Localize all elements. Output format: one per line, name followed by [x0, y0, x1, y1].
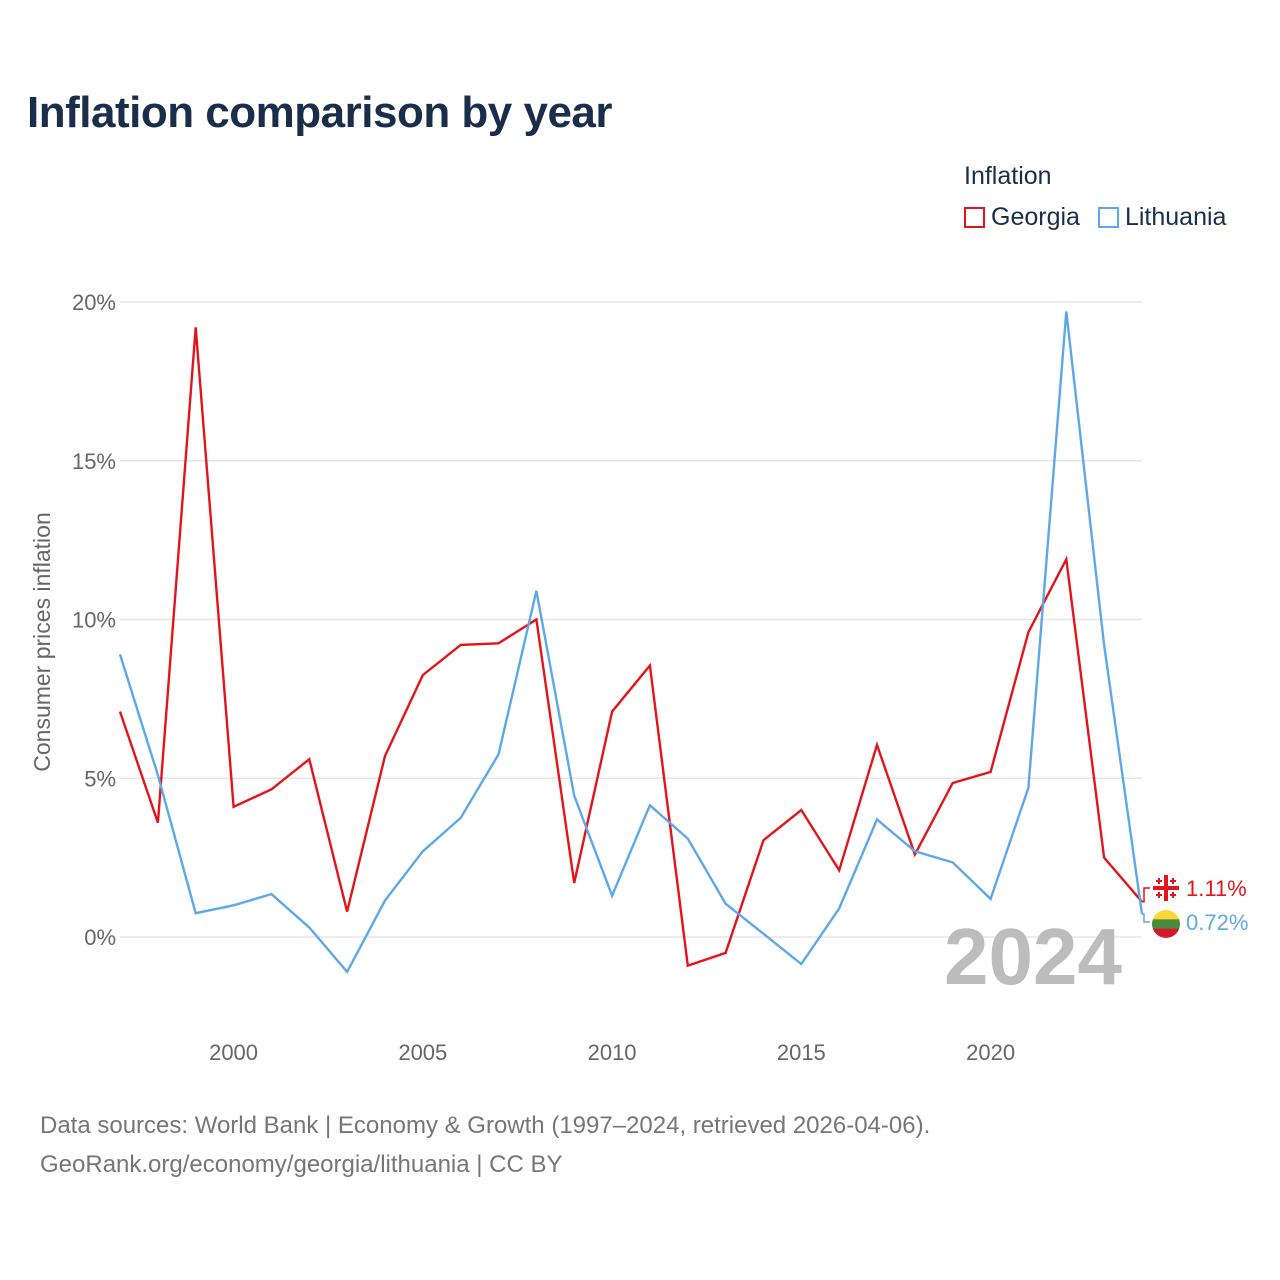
data-point-lithuania[interactable]	[798, 961, 804, 967]
data-point-georgia[interactable]	[193, 324, 199, 330]
series-line-georgia[interactable]	[118, 327, 1143, 968]
y-tick-labels: 0% 5% 10% 15% 20%	[72, 290, 116, 950]
x-tick-label: 2010	[588, 1040, 637, 1065]
data-point-lithuania[interactable]	[874, 817, 880, 823]
data-point-georgia[interactable]	[382, 753, 388, 759]
data-point-lithuania[interactable]	[496, 751, 502, 757]
data-point-georgia[interactable]	[685, 963, 691, 969]
connector-lithuania	[1142, 913, 1150, 923]
data-point-lithuania[interactable]	[647, 802, 653, 808]
data-point-georgia[interactable]	[1101, 855, 1107, 861]
end-labels: 1.11% 0.72%	[1142, 875, 1248, 938]
georgia-swatch-icon	[964, 207, 985, 228]
page-title: Inflation comparison by year	[27, 88, 613, 137]
data-point-georgia[interactable]	[571, 880, 577, 886]
lithuania-flag-icon	[1152, 910, 1180, 938]
data-point-lithuania[interactable]	[760, 931, 766, 937]
legend-item-lithuania[interactable]: Lithuania	[1097, 203, 1227, 232]
data-point-georgia[interactable]	[836, 867, 842, 873]
series-line-lithuania[interactable]	[118, 311, 1144, 975]
end-label-lithuania: 0.72%	[1186, 910, 1248, 935]
data-point-lithuania[interactable]	[1101, 642, 1107, 648]
data-point-lithuania[interactable]	[533, 588, 539, 594]
series-lines	[117, 309, 1144, 975]
y-tick-label: 20%	[72, 290, 116, 315]
data-point-georgia[interactable]	[344, 909, 350, 915]
data-point-georgia[interactable]	[533, 617, 539, 623]
data-point-georgia[interactable]	[760, 837, 766, 843]
grid-lines	[120, 301, 1142, 938]
legend-title: Inflation	[964, 162, 1052, 190]
data-point-lithuania[interactable]	[1063, 309, 1069, 315]
connector-georgia	[1142, 887, 1150, 903]
data-point-georgia[interactable]	[874, 742, 880, 748]
x-tick-label: 2000	[209, 1040, 258, 1065]
y-tick-label: 10%	[72, 608, 116, 633]
data-point-georgia[interactable]	[798, 807, 804, 813]
data-point-lithuania[interactable]	[836, 905, 842, 911]
data-point-lithuania[interactable]	[912, 848, 918, 854]
lithuania-swatch-icon	[1097, 207, 1119, 228]
end-label-georgia: 1.11%	[1186, 876, 1247, 901]
y-tick-label: 5%	[84, 766, 116, 791]
data-point-georgia[interactable]	[420, 672, 426, 678]
data-point-lithuania[interactable]	[231, 902, 237, 908]
data-point-georgia[interactable]	[647, 663, 653, 669]
data-point-lithuania[interactable]	[117, 651, 123, 657]
data-point-lithuania[interactable]	[420, 848, 426, 854]
data-point-lithuania[interactable]	[988, 896, 994, 902]
legend: Inflation Georgia Lithuania	[964, 162, 1226, 232]
data-point-lithuania[interactable]	[193, 910, 199, 916]
data-sources: Data sources: World Bank | Economy & Gro…	[40, 1106, 930, 1184]
data-point-lithuania[interactable]	[609, 893, 615, 899]
data-point-georgia[interactable]	[723, 950, 729, 956]
data-point-georgia[interactable]	[1063, 556, 1069, 562]
data-point-georgia[interactable]	[231, 804, 237, 810]
data-point-lithuania[interactable]	[268, 891, 274, 897]
x-tick-label: 2005	[398, 1040, 447, 1065]
x-tick-label: 2020	[966, 1040, 1015, 1065]
data-point-lithuania[interactable]	[155, 772, 161, 778]
data-point-georgia[interactable]	[117, 709, 123, 715]
data-point-georgia[interactable]	[268, 786, 274, 792]
line-chart: 0% 5% 10% 15% 20% 2000 2005 2010 2015 2020 Consu…	[29, 290, 1248, 1065]
data-point-lithuania[interactable]	[458, 815, 464, 821]
data-point-georgia[interactable]	[950, 780, 956, 786]
data-point-lithuania[interactable]	[1025, 785, 1031, 791]
data-point-georgia[interactable]	[609, 709, 615, 715]
data-point-georgia[interactable]	[155, 820, 161, 826]
georgia-flag-icon	[1153, 875, 1179, 901]
x-tick-labels: 2000 2005 2010 2015 2020	[209, 1040, 1015, 1065]
y-tick-label: 15%	[72, 449, 116, 474]
data-point-lithuania[interactable]	[306, 924, 312, 930]
y-tick-label: 0%	[84, 925, 116, 950]
legend-label-lithuania: Lithuania	[1124, 203, 1227, 231]
legend-item-georgia[interactable]: Georgia	[964, 203, 1080, 232]
legend-label-georgia: Georgia	[991, 203, 1080, 231]
data-point-lithuania[interactable]	[685, 836, 691, 842]
sources-line-1: Data sources: World Bank | Economy & Gro…	[40, 1112, 931, 1139]
x-tick-label: 2015	[777, 1040, 826, 1065]
data-point-lithuania[interactable]	[950, 859, 956, 865]
data-point-lithuania[interactable]	[382, 897, 388, 903]
data-point-lithuania[interactable]	[571, 793, 577, 799]
sources-line-2[interactable]: GeoRank.org/economy/georgia/lithuania | …	[40, 1151, 563, 1178]
y-axis-label: Consumer prices inflation	[29, 512, 55, 772]
data-point-georgia[interactable]	[988, 769, 994, 775]
year-annotation: 2024	[944, 912, 1122, 1001]
data-point-georgia[interactable]	[496, 640, 502, 646]
data-point-georgia[interactable]	[306, 756, 312, 762]
data-point-lithuania[interactable]	[344, 969, 350, 975]
data-point-lithuania[interactable]	[723, 901, 729, 907]
data-point-georgia[interactable]	[458, 642, 464, 648]
data-point-georgia[interactable]	[1025, 629, 1031, 635]
